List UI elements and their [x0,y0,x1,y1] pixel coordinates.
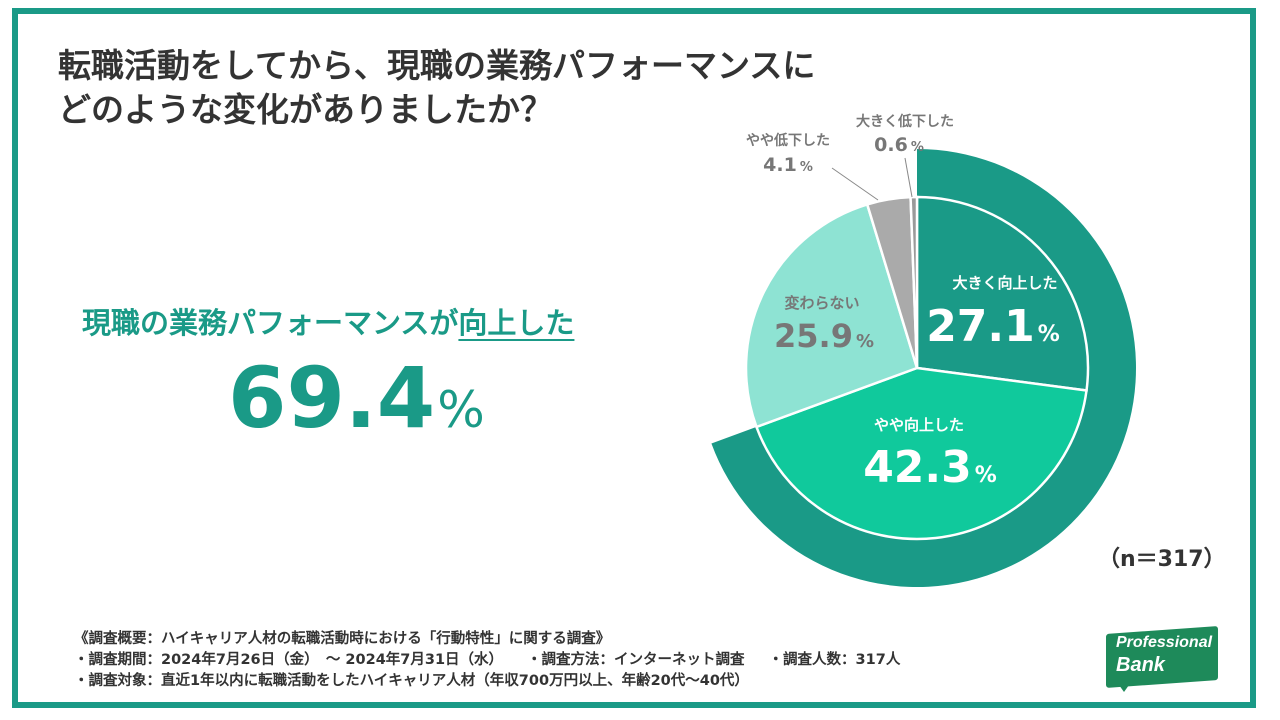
slice-big-improve [915,195,1090,392]
slice-no-change [744,202,919,429]
slice-label-big-decline: 大きく低下した [856,113,954,130]
title-line-1: 転職活動をしてから、現職の業務パフォーマンスに [58,46,816,85]
slice-label-slight-improve: やや向上した [874,416,964,434]
slice-label-slight-decline: やや低下した [746,132,830,149]
slice-unit-big-improve: % [1038,322,1060,347]
slice-label-big-improve: 大きく向上した [952,274,1057,292]
headline-emphasis: 向上した [458,306,575,340]
sample-size-label: （n＝317） [1098,547,1226,572]
headline-value-unit: % [437,381,485,439]
headline: 現職の業務パフォーマンスが向上した [82,300,574,342]
survey-period: ・調査期間：2024年7月26日（金） ～ 2024年7月31日（水） [74,652,504,668]
title-line-2: どのような変化がありましたか？ [58,90,553,129]
logo-text-bank: Bank [1116,654,1165,676]
leader-line-slight-decline [831,167,879,201]
slice-big-decline [909,195,919,369]
survey-count: ・調査人数：317人 [768,652,901,668]
slice-unit-no-change: % [856,331,874,352]
slice-unit-slight-decline: % [800,160,813,175]
page-title: 転職活動をしてから、現職の業務パフォーマンスに どのような変化がありましたか？ [58,44,815,132]
slice-unit-slight-improve: % [975,463,997,488]
survey-method: ・調査方法：インターネット調査 [527,652,745,668]
slice-value-slight-decline: 4.1% [763,154,813,176]
slice-label-no-change: 変わらない [784,294,859,312]
survey-overview: 《調査概要：ハイキャリア人材の転職活動時における「行動特性」に関する調査》 ・調… [74,629,900,692]
slice-unit-big-decline: % [911,140,924,155]
survey-details-row: ・調査期間：2024年7月26日（金） ～ 2024年7月31日（水） ・調査方法… [74,650,900,671]
survey-target: ・調査対象：直近1年以内に転職活動をしたハイキャリア人材（年収700万円以上、年… [74,673,749,689]
professional-bank-logo: Professional Bank [1106,626,1218,692]
survey-overview-title: 《調査概要：ハイキャリア人材の転職活動時における「行動特性」に関する調査》 [74,631,611,647]
slice-value-big-decline: 0.6% [874,134,924,156]
leader-line-big-decline [904,157,913,198]
headline-value: 69.4% [228,356,485,440]
headline-value-number: 69.4 [228,349,436,447]
headline-prefix: 現職の業務パフォーマンスが [82,306,459,340]
logo-text-professional: Professional [1116,634,1213,651]
slice-slight-improve [754,366,1088,541]
slide-frame [12,8,1256,708]
